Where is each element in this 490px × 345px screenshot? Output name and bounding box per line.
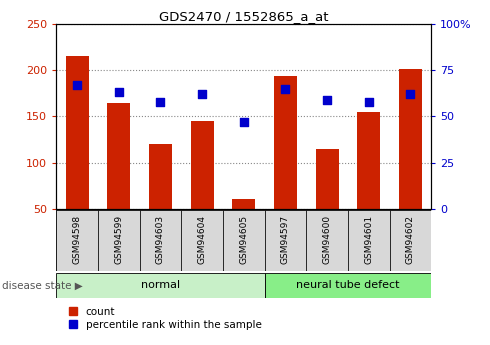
Point bbox=[115, 90, 122, 95]
FancyBboxPatch shape bbox=[56, 273, 265, 298]
FancyBboxPatch shape bbox=[265, 210, 306, 271]
Bar bbox=[399, 69, 422, 209]
Point bbox=[198, 91, 206, 97]
Point bbox=[406, 91, 414, 97]
Title: GDS2470 / 1552865_a_at: GDS2470 / 1552865_a_at bbox=[159, 10, 328, 23]
FancyBboxPatch shape bbox=[390, 210, 431, 271]
Text: GSM94600: GSM94600 bbox=[322, 215, 332, 264]
Bar bbox=[107, 102, 130, 209]
FancyBboxPatch shape bbox=[348, 210, 390, 271]
FancyBboxPatch shape bbox=[56, 210, 98, 271]
Text: GSM94602: GSM94602 bbox=[406, 215, 415, 264]
FancyBboxPatch shape bbox=[56, 210, 431, 271]
Bar bbox=[357, 112, 380, 209]
Point bbox=[281, 86, 289, 91]
FancyBboxPatch shape bbox=[306, 210, 348, 271]
Bar bbox=[191, 121, 214, 209]
Text: normal: normal bbox=[141, 280, 180, 290]
FancyBboxPatch shape bbox=[140, 210, 181, 271]
FancyBboxPatch shape bbox=[265, 273, 431, 298]
Text: GSM94605: GSM94605 bbox=[239, 215, 248, 264]
Point bbox=[156, 99, 164, 105]
Bar bbox=[232, 199, 255, 209]
Text: disease state ▶: disease state ▶ bbox=[2, 280, 83, 290]
Bar bbox=[316, 149, 339, 209]
Bar bbox=[149, 144, 172, 209]
Legend: count, percentile rank within the sample: count, percentile rank within the sample bbox=[69, 307, 262, 330]
Text: neural tube defect: neural tube defect bbox=[296, 280, 400, 290]
Text: GSM94604: GSM94604 bbox=[197, 215, 207, 264]
Point bbox=[323, 97, 331, 102]
FancyBboxPatch shape bbox=[181, 210, 223, 271]
Text: GSM94603: GSM94603 bbox=[156, 215, 165, 264]
Point bbox=[74, 82, 81, 88]
Point bbox=[365, 99, 372, 105]
Point bbox=[240, 119, 247, 125]
Text: GSM94601: GSM94601 bbox=[364, 215, 373, 264]
Text: GSM94598: GSM94598 bbox=[73, 215, 82, 264]
Text: GSM94597: GSM94597 bbox=[281, 215, 290, 264]
Bar bbox=[274, 76, 297, 209]
FancyBboxPatch shape bbox=[223, 210, 265, 271]
FancyBboxPatch shape bbox=[98, 210, 140, 271]
Text: GSM94599: GSM94599 bbox=[114, 215, 123, 264]
Bar bbox=[66, 57, 89, 209]
